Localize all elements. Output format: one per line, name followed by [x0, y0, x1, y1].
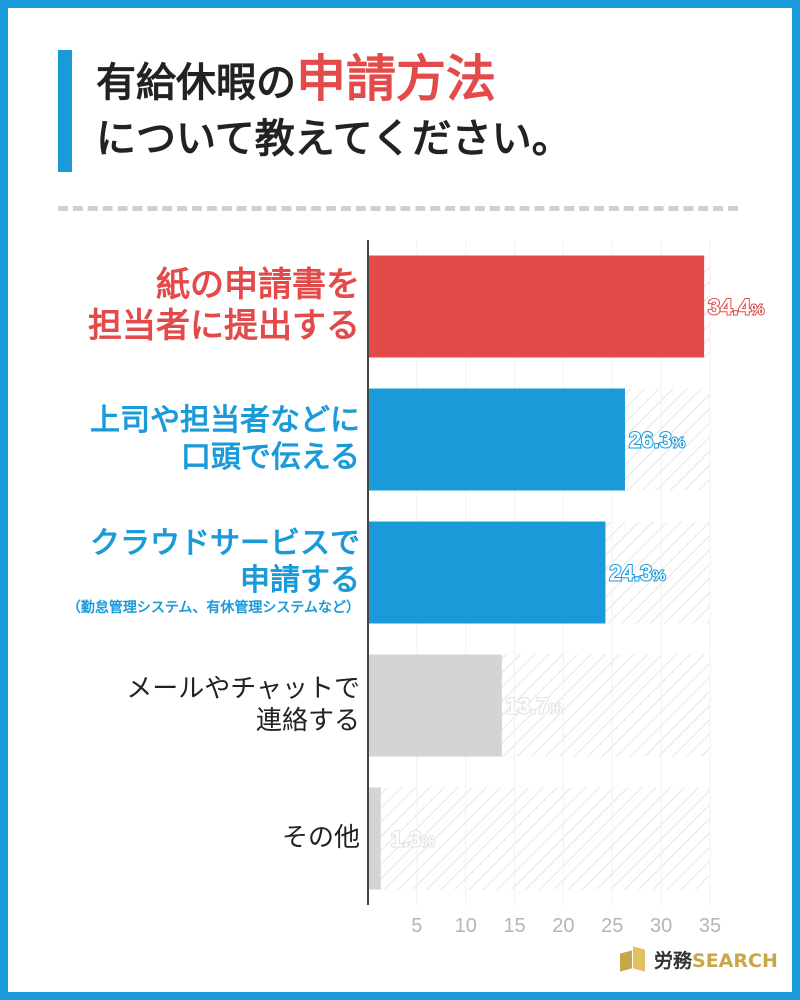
title-accent-bar: [58, 50, 72, 172]
category-label-line: 担当者に提出する: [88, 306, 360, 347]
title-prefix: 有給休暇の: [96, 60, 296, 106]
data-label: 24.3%: [609, 561, 665, 586]
category-label-line: 口頭で伝える: [180, 439, 360, 475]
bar: [368, 787, 381, 890]
x-tick-label: 10: [455, 915, 477, 937]
category-label: 上司や担当者などに 口頭で伝える: [90, 403, 360, 476]
category-label: その他: [282, 823, 360, 855]
data-label: 13.7%: [506, 694, 562, 719]
bar-background: [368, 787, 710, 890]
logo-text-en: SEARCH: [692, 949, 778, 972]
category-label: クラウドサービスで 申請する （勤怠管理システム、有休管理システムなど）: [67, 526, 360, 619]
category-label-line: 上司や担当者などに: [90, 403, 360, 438]
title-divider: [58, 206, 738, 211]
logo-text-jp: 労務: [654, 949, 693, 972]
bar: [368, 654, 502, 757]
x-tick-label: 30: [650, 915, 672, 937]
bar: [368, 388, 625, 491]
x-tick-label: 5: [411, 915, 422, 937]
title-highlight: 申請方法: [296, 50, 496, 108]
bar: [368, 521, 606, 624]
data-label: 26.3%: [629, 428, 685, 453]
data-label: 34.4%: [708, 295, 764, 320]
category-sublabel: （勤怠管理システム、有休管理システムなど）: [66, 600, 360, 617]
category-label-line: メールやチャットで: [126, 674, 360, 704]
brand-logo: 労務SEARCH: [620, 944, 778, 974]
category-label-line: 申請する: [240, 562, 360, 598]
category-label-line: 紙の申請書を: [156, 265, 360, 305]
bar: [368, 255, 705, 358]
book-logo-icon: [620, 946, 646, 972]
category-label: 紙の申請書を 担当者に提出する: [88, 265, 360, 348]
x-tick-label: 15: [503, 915, 525, 937]
chart-title-line-2: について教えてください。: [96, 116, 572, 162]
x-tick-label: 35: [699, 915, 721, 937]
chart-title-line-1: 有給休暇の申請方法: [96, 50, 496, 112]
category-label: メールやチャットで 連絡する: [126, 674, 360, 737]
x-tick-label: 20: [552, 915, 574, 937]
category-label-line: クラウドサービスで: [90, 526, 360, 561]
data-label: 1.3%: [391, 827, 435, 852]
category-label-line: 連絡する: [255, 705, 360, 736]
category-label-line: その他: [281, 822, 360, 853]
x-tick-label: 25: [601, 915, 623, 937]
